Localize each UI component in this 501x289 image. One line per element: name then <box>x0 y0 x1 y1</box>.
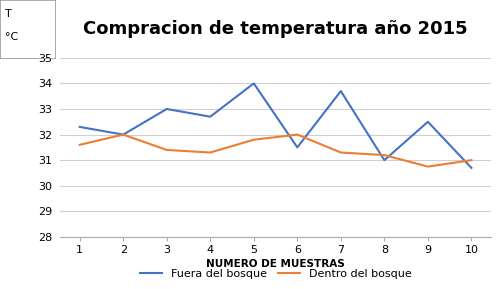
Line: Dentro del bosque: Dentro del bosque <box>80 135 471 166</box>
Fuera del bosque <box>425 120 431 123</box>
Fuera del bosque <box>120 133 126 136</box>
Dentro del bosque <box>468 158 474 162</box>
Dentro del bosque <box>294 133 300 136</box>
Dentro del bosque <box>425 165 431 168</box>
Dentro del bosque <box>251 138 257 141</box>
Text: °C: °C <box>5 32 18 42</box>
Fuera del bosque <box>207 115 213 118</box>
Fuera del bosque <box>77 125 83 129</box>
Fuera del bosque <box>294 146 300 149</box>
Dentro del bosque <box>77 143 83 147</box>
Fuera del bosque <box>468 166 474 170</box>
Dentro del bosque <box>338 151 344 154</box>
Fuera del bosque <box>164 107 170 111</box>
Text: T: T <box>5 9 12 19</box>
Fuera del bosque <box>251 82 257 85</box>
Dentro del bosque <box>381 153 387 157</box>
Text: Compracion de temperatura año 2015: Compracion de temperatura año 2015 <box>83 20 468 38</box>
Fuera del bosque <box>338 89 344 93</box>
X-axis label: NUMERO DE MUESTRAS: NUMERO DE MUESTRAS <box>206 260 345 269</box>
Dentro del bosque <box>207 151 213 154</box>
Dentro del bosque <box>164 148 170 152</box>
Legend: Fuera del bosque, Dentro del bosque: Fuera del bosque, Dentro del bosque <box>135 264 416 284</box>
Dentro del bosque <box>120 133 126 136</box>
Line: Fuera del bosque: Fuera del bosque <box>80 84 471 168</box>
Fuera del bosque <box>381 158 387 162</box>
